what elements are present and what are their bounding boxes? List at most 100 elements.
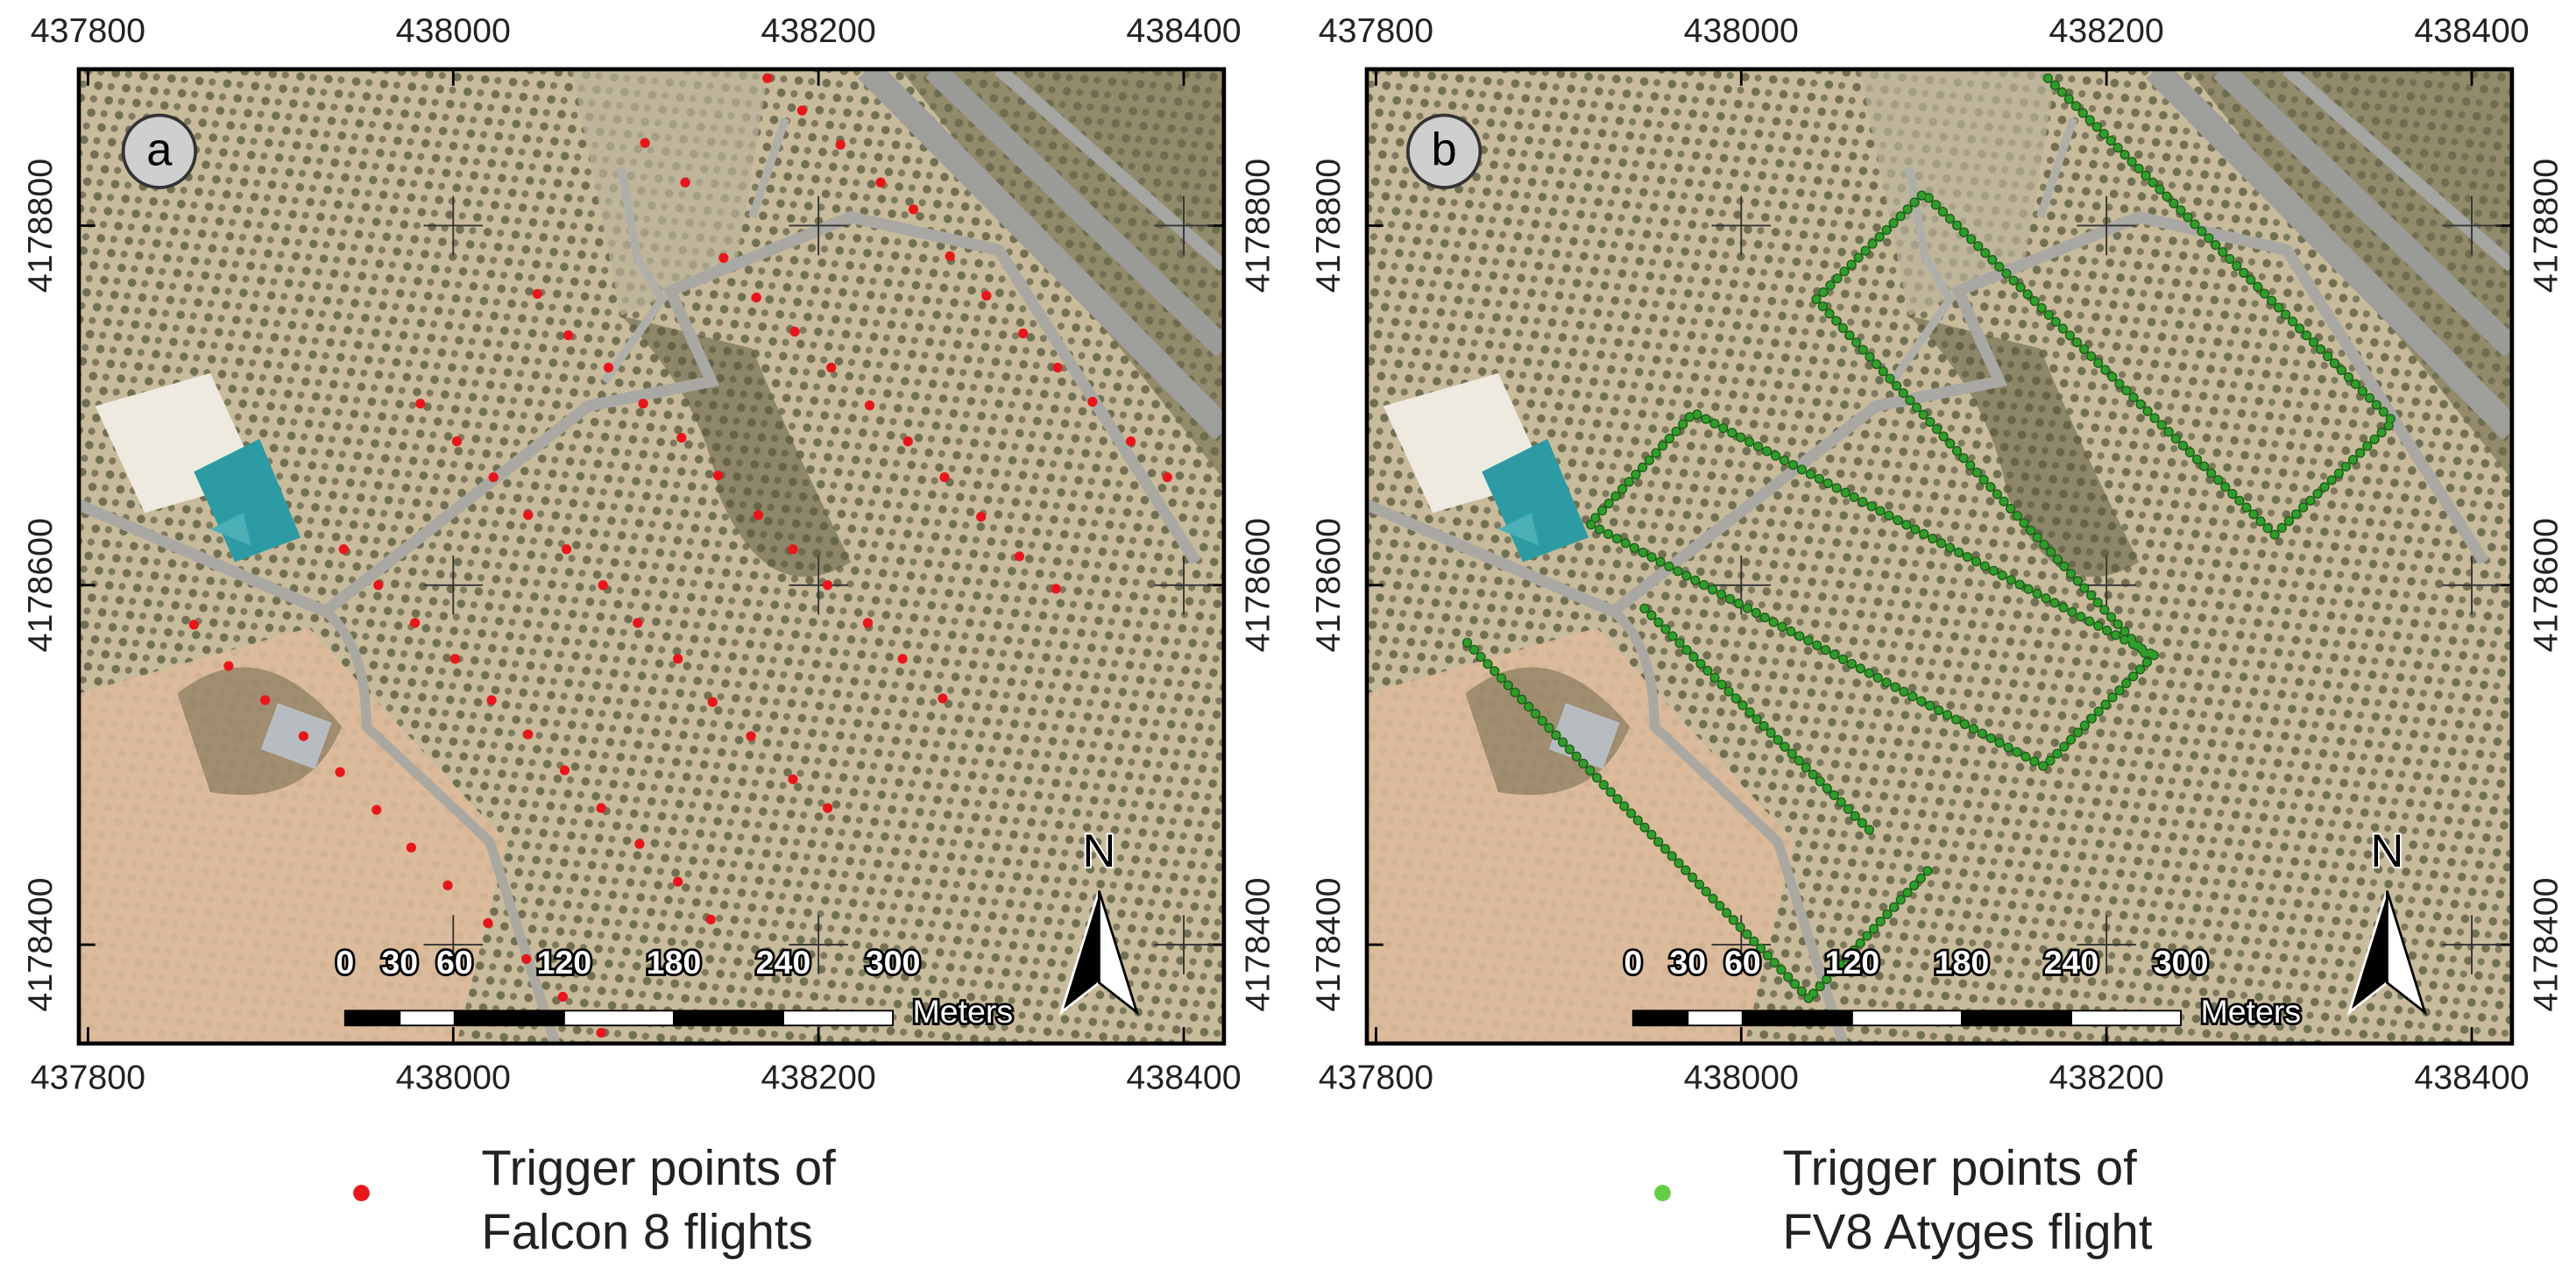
x-tick-label: 438400 — [1126, 1059, 1241, 1097]
legend-text: FV8 Atyges flight — [1782, 1204, 2152, 1259]
scale-label: 0 — [1624, 944, 1642, 981]
trigger-point — [788, 774, 798, 784]
trigger-point — [908, 204, 919, 215]
x-tick-label: 437800 — [1319, 11, 1433, 50]
trigger-point — [521, 953, 532, 965]
legend-text: Trigger points of — [1782, 1140, 2137, 1195]
scale-label: 300 — [866, 944, 921, 981]
trigger-point — [373, 580, 384, 591]
trigger-point — [596, 1027, 606, 1038]
trigger-point — [1014, 551, 1025, 562]
trigger-point — [718, 252, 729, 264]
scale-label: 0 — [336, 944, 354, 981]
y-tick-label: 4178600 — [1239, 518, 1277, 652]
trigger-point — [673, 654, 683, 664]
scale-label: 240 — [2044, 944, 2099, 981]
trigger-point — [409, 618, 421, 628]
scale-segment — [1631, 1009, 1689, 1027]
trigger-point — [259, 695, 271, 705]
trigger-point — [603, 362, 614, 373]
trigger-point — [298, 731, 308, 741]
trigger-point — [751, 292, 761, 303]
scale-segment — [1960, 1009, 2072, 1027]
trigger-point — [796, 105, 808, 116]
legend-marker — [1654, 1185, 1671, 1201]
trigger-track — [1463, 74, 2399, 1002]
trigger-point — [634, 839, 645, 849]
y-tick-label: 4178800 — [2527, 159, 2565, 293]
scale-label: 120 — [1825, 944, 1880, 981]
scale-segment — [2070, 1009, 2182, 1027]
scale-label: 300 — [2154, 944, 2209, 981]
scale-unit: Meters — [2201, 993, 2302, 1030]
trigger-point — [640, 138, 650, 148]
scale-segment — [1687, 1009, 1744, 1027]
trigger-point — [753, 510, 763, 521]
scale-label: 240 — [756, 944, 811, 981]
trigger-point — [338, 544, 349, 555]
north-arrow — [2385, 890, 2428, 1016]
trigger-point — [406, 842, 416, 853]
trigger-point — [746, 731, 756, 741]
legend-marker — [353, 1185, 370, 1201]
north-label: N — [2370, 825, 2403, 877]
scale-label: 180 — [1935, 944, 1990, 981]
trigger-point — [223, 661, 234, 671]
trigger-point — [862, 618, 874, 628]
y-tick-label: 4178400 — [1239, 877, 1277, 1011]
aerial-image — [79, 69, 1224, 1044]
y-tick-label: 4178600 — [1309, 518, 1348, 652]
trigger-point — [335, 767, 345, 777]
scale-label: 30 — [1669, 944, 1706, 981]
trigger-point — [676, 432, 687, 443]
x-tick-label: 438000 — [396, 11, 511, 50]
trigger-point — [188, 620, 199, 630]
x-tick-label: 437800 — [31, 11, 145, 50]
scale-label: 120 — [537, 944, 592, 981]
scale-unit: Meters — [913, 993, 1014, 1030]
scale-label: 60 — [436, 944, 473, 981]
map-frame — [76, 67, 1227, 1046]
trigger-point — [762, 73, 773, 83]
trigger-point — [680, 177, 690, 188]
map-frame — [1364, 67, 2515, 1046]
trigger-point — [902, 436, 913, 447]
trigger-point — [372, 804, 382, 815]
scale-label: 180 — [647, 944, 702, 981]
trigger-point — [486, 695, 497, 705]
x-tick-label: 438000 — [396, 1059, 511, 1097]
trigger-point — [1162, 472, 1172, 483]
scale-segment — [1851, 1009, 1963, 1027]
trigger-point — [835, 139, 846, 150]
trigger-point — [415, 398, 426, 409]
legend-text: Falcon 8 flights — [481, 1204, 812, 1259]
trigger-point — [707, 697, 718, 707]
trigger-point — [532, 288, 542, 300]
x-tick-label: 438200 — [2049, 11, 2163, 50]
trigger-point — [705, 914, 716, 924]
trigger-point — [976, 512, 987, 522]
scale-segment — [343, 1009, 401, 1027]
scale-segment — [399, 1009, 456, 1027]
y-tick-label: 4178800 — [21, 159, 60, 293]
trigger-point — [1051, 584, 1061, 594]
x-tick-label: 438400 — [2414, 11, 2529, 50]
trigger-point — [981, 290, 992, 301]
trigger-point — [1017, 328, 1029, 339]
x-tick-label: 437800 — [31, 1059, 145, 1097]
trigger-point — [673, 876, 683, 887]
trigger-point — [523, 729, 534, 740]
trigger-point — [563, 329, 574, 341]
aerial-image — [1367, 69, 2512, 1044]
x-tick-label: 438400 — [1126, 11, 1241, 50]
trigger-point — [788, 544, 798, 555]
scale-label: 60 — [1724, 944, 1761, 981]
scale-label: 30 — [381, 944, 418, 981]
trigger-point — [561, 544, 572, 555]
trigger-point — [822, 580, 833, 591]
trigger-point — [488, 472, 499, 483]
scale-segment — [453, 1009, 565, 1027]
trigger-point — [557, 991, 568, 1002]
north-arrow — [1097, 890, 1140, 1016]
